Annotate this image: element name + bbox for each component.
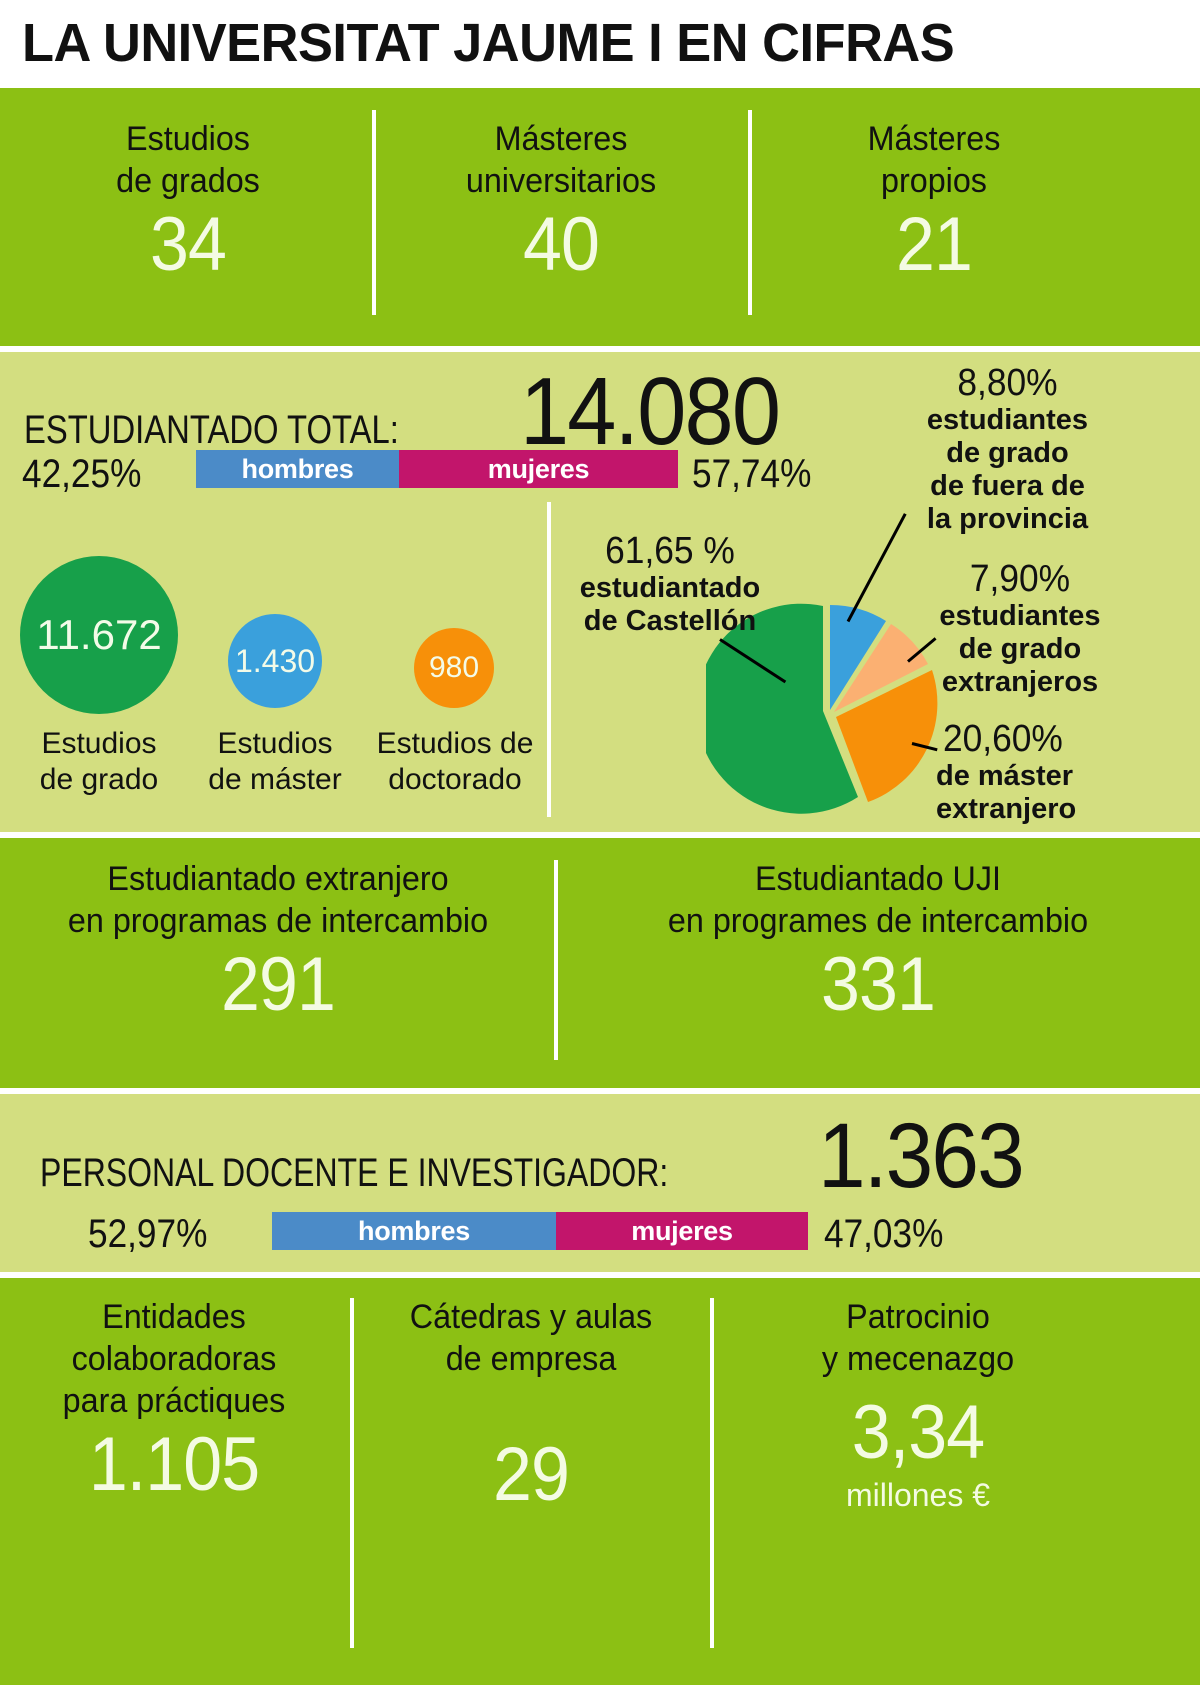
- stat-label-line1: Cátedras y aulas: [409, 1298, 653, 1336]
- stat-label-line2: de grados: [116, 162, 260, 200]
- pie-label-castellon-line2: de Castellón: [583, 605, 757, 637]
- band-students: [0, 352, 1200, 832]
- pdi-men-segment: hombres: [272, 1212, 556, 1250]
- students-men-pct: 42,25%: [22, 452, 142, 496]
- stat-patrocinio-mecenazgo: Patrocinio y mecenazgo 3,34 millones €: [718, 1296, 1118, 1514]
- stat-value: 291: [221, 942, 336, 1027]
- pie-label-grado-extranjeros: 7,90% estudiantes de grado extranjeros: [930, 558, 1110, 699]
- stat-label-line2: en programes de intercambio: [667, 902, 1089, 940]
- pie-label-castellon-line1: estudiantado: [579, 572, 761, 604]
- pdi-women-segment: mujeres: [556, 1212, 808, 1250]
- divider-bottom-2: [710, 1298, 714, 1648]
- pie-label-master-extranjero-line2: extranjero: [936, 793, 1077, 825]
- pdi-women-pct: 47,03%: [824, 1212, 944, 1256]
- stat-label-line1: Patrocinio: [846, 1298, 990, 1336]
- students-women-segment: mujeres: [399, 450, 678, 488]
- stat-estudiantado-uji-intercambio: Estudiantado UJI en programes de interca…: [560, 858, 1196, 1028]
- pie-label-fuera-provincia-line2: de grado: [946, 437, 1069, 469]
- pdi-gender-bar: hombres mujeres: [272, 1212, 808, 1250]
- circle-value: 1.430: [234, 642, 316, 679]
- divider-top-2: [748, 110, 752, 315]
- stat-label-line1: Estudiantado extranjero: [107, 860, 449, 898]
- stat-label-line2: y mecenazgo: [821, 1340, 1015, 1378]
- students-women-pct: 57,74%: [692, 452, 812, 496]
- circle-caption-line2: doctorado: [388, 763, 522, 796]
- stat-value-unit: millones €: [845, 1477, 991, 1513]
- students-gender-bar: hombres mujeres: [196, 450, 678, 488]
- pie-label-castellon: 61,65 % estudiantado de Castellón: [570, 530, 770, 638]
- pie-slice-fuera-provincia: [830, 604, 886, 710]
- pie-label-castellon-pct: 61,65 %: [605, 530, 735, 572]
- stat-masteres-universitarios: Másteres universitarios 40: [382, 118, 740, 288]
- stat-value: 34: [150, 202, 227, 287]
- stat-label-line1: Entidades: [102, 1298, 246, 1336]
- stat-estudiantado-extranjero-intercambio: Estudiantado extranjero en programas de …: [8, 858, 548, 1028]
- stat-label-line2: de empresa: [445, 1340, 617, 1378]
- divider-bottom-1: [350, 1298, 354, 1648]
- pie-label-fuera-provincia-pct: 8,80%: [957, 362, 1058, 404]
- circle-caption-line2: de máster: [208, 763, 342, 796]
- stat-label-line2: propios: [881, 162, 987, 200]
- pie-label-master-extranjero-pct: 20,60%: [943, 718, 1063, 760]
- divider-exchange: [554, 860, 558, 1060]
- circle-estudios-de-master: 1.430: [228, 614, 322, 708]
- stat-label-line3: para práctiques: [62, 1382, 286, 1420]
- pie-label-grado-extranjeros-line2: de grado: [958, 633, 1082, 665]
- divider-students: [547, 502, 551, 817]
- band-degrees: [0, 88, 1200, 346]
- circle-caption-line1: Estudios: [41, 727, 157, 760]
- pie-label-fuera-provincia-line4: la provincia: [926, 503, 1089, 535]
- divider-top-1: [372, 110, 376, 315]
- pie-label-fuera-provincia: 8,80% estudiantes de grado de fuera de l…: [920, 362, 1095, 536]
- pie-label-fuera-provincia-line3: de fuera de: [930, 470, 1085, 502]
- circle-caption-line2: de grado: [39, 763, 159, 796]
- circle-caption-line1: Estudios: [217, 727, 333, 760]
- circle-caption-master: Estudios de máster: [190, 726, 360, 798]
- pie-label-grado-extranjeros-line1: estudiantes: [939, 600, 1101, 632]
- circle-estudios-de-grado: 11.672: [20, 556, 178, 714]
- circle-value: 980: [428, 651, 480, 684]
- circle-estudios-de-doctorado: 980: [414, 628, 494, 708]
- pie-label-grado-extranjeros-pct: 7,90%: [969, 558, 1071, 600]
- pie-slice-grado-extranjeros: [834, 624, 928, 712]
- stat-masteres-propios: Másteres propios 21: [756, 118, 1112, 288]
- stat-value: 331: [821, 942, 936, 1027]
- stat-catedras-aulas-empresa: Cátedras y aulas de empresa 29: [358, 1296, 704, 1518]
- stat-value: 21: [896, 202, 973, 287]
- circle-caption-grado: Estudios de grado: [8, 726, 190, 798]
- pie-label-grado-extranjeros-line3: extranjeros: [941, 666, 1099, 698]
- pie-label-master-extranjero: 20,60% de máster extranjero: [936, 718, 1136, 826]
- stat-label-line1: Másteres: [867, 120, 1001, 158]
- stat-value: 40: [523, 202, 600, 287]
- estudiantado-total-value: 14.080: [520, 358, 781, 465]
- pie-label-master-extranjero-line1: de máster: [936, 760, 1074, 792]
- stat-label-line1: Estudiantado UJI: [755, 860, 1001, 898]
- stat-label-line2: colaboradoras: [71, 1340, 277, 1378]
- students-men-segment: hombres: [196, 450, 399, 488]
- circle-caption-line1: Estudios de: [376, 727, 534, 760]
- page-title: LA UNIVERSITAT JAUME I EN CIFRAS: [22, 13, 955, 73]
- pie-label-fuera-provincia-line1: estudiantes: [926, 404, 1089, 436]
- stat-estudios-de-grados: Estudios de grados 34: [10, 118, 366, 288]
- stat-label-line1: Estudios: [126, 120, 250, 158]
- estudiantado-total-label: ESTUDIANTADO TOTAL:: [24, 408, 399, 452]
- band-exchange: [0, 838, 1200, 1088]
- circle-value: 11.672: [36, 611, 162, 658]
- pdi-value: 1.363: [818, 1105, 1025, 1207]
- pdi-label: PERSONAL DOCENTE E INVESTIGADOR:: [40, 1151, 669, 1195]
- band-bottom: [0, 1278, 1200, 1685]
- pie-slice-master-extranjero: [836, 670, 938, 802]
- stat-value: 3,34: [851, 1390, 985, 1475]
- circle-caption-doctorado: Estudios de doctorado: [360, 726, 550, 798]
- stat-value: 1.105: [88, 1422, 260, 1507]
- stat-label-line1: Másteres: [494, 120, 628, 158]
- stat-label-line2: universitarios: [465, 162, 657, 200]
- stat-value: 29: [493, 1432, 570, 1517]
- stat-label-line2: en programas de intercambio: [67, 902, 489, 940]
- pdi-men-pct: 52,97%: [88, 1212, 208, 1256]
- stat-entidades-colaboradoras: Entidades colaboradoras para práctiques …: [4, 1296, 344, 1508]
